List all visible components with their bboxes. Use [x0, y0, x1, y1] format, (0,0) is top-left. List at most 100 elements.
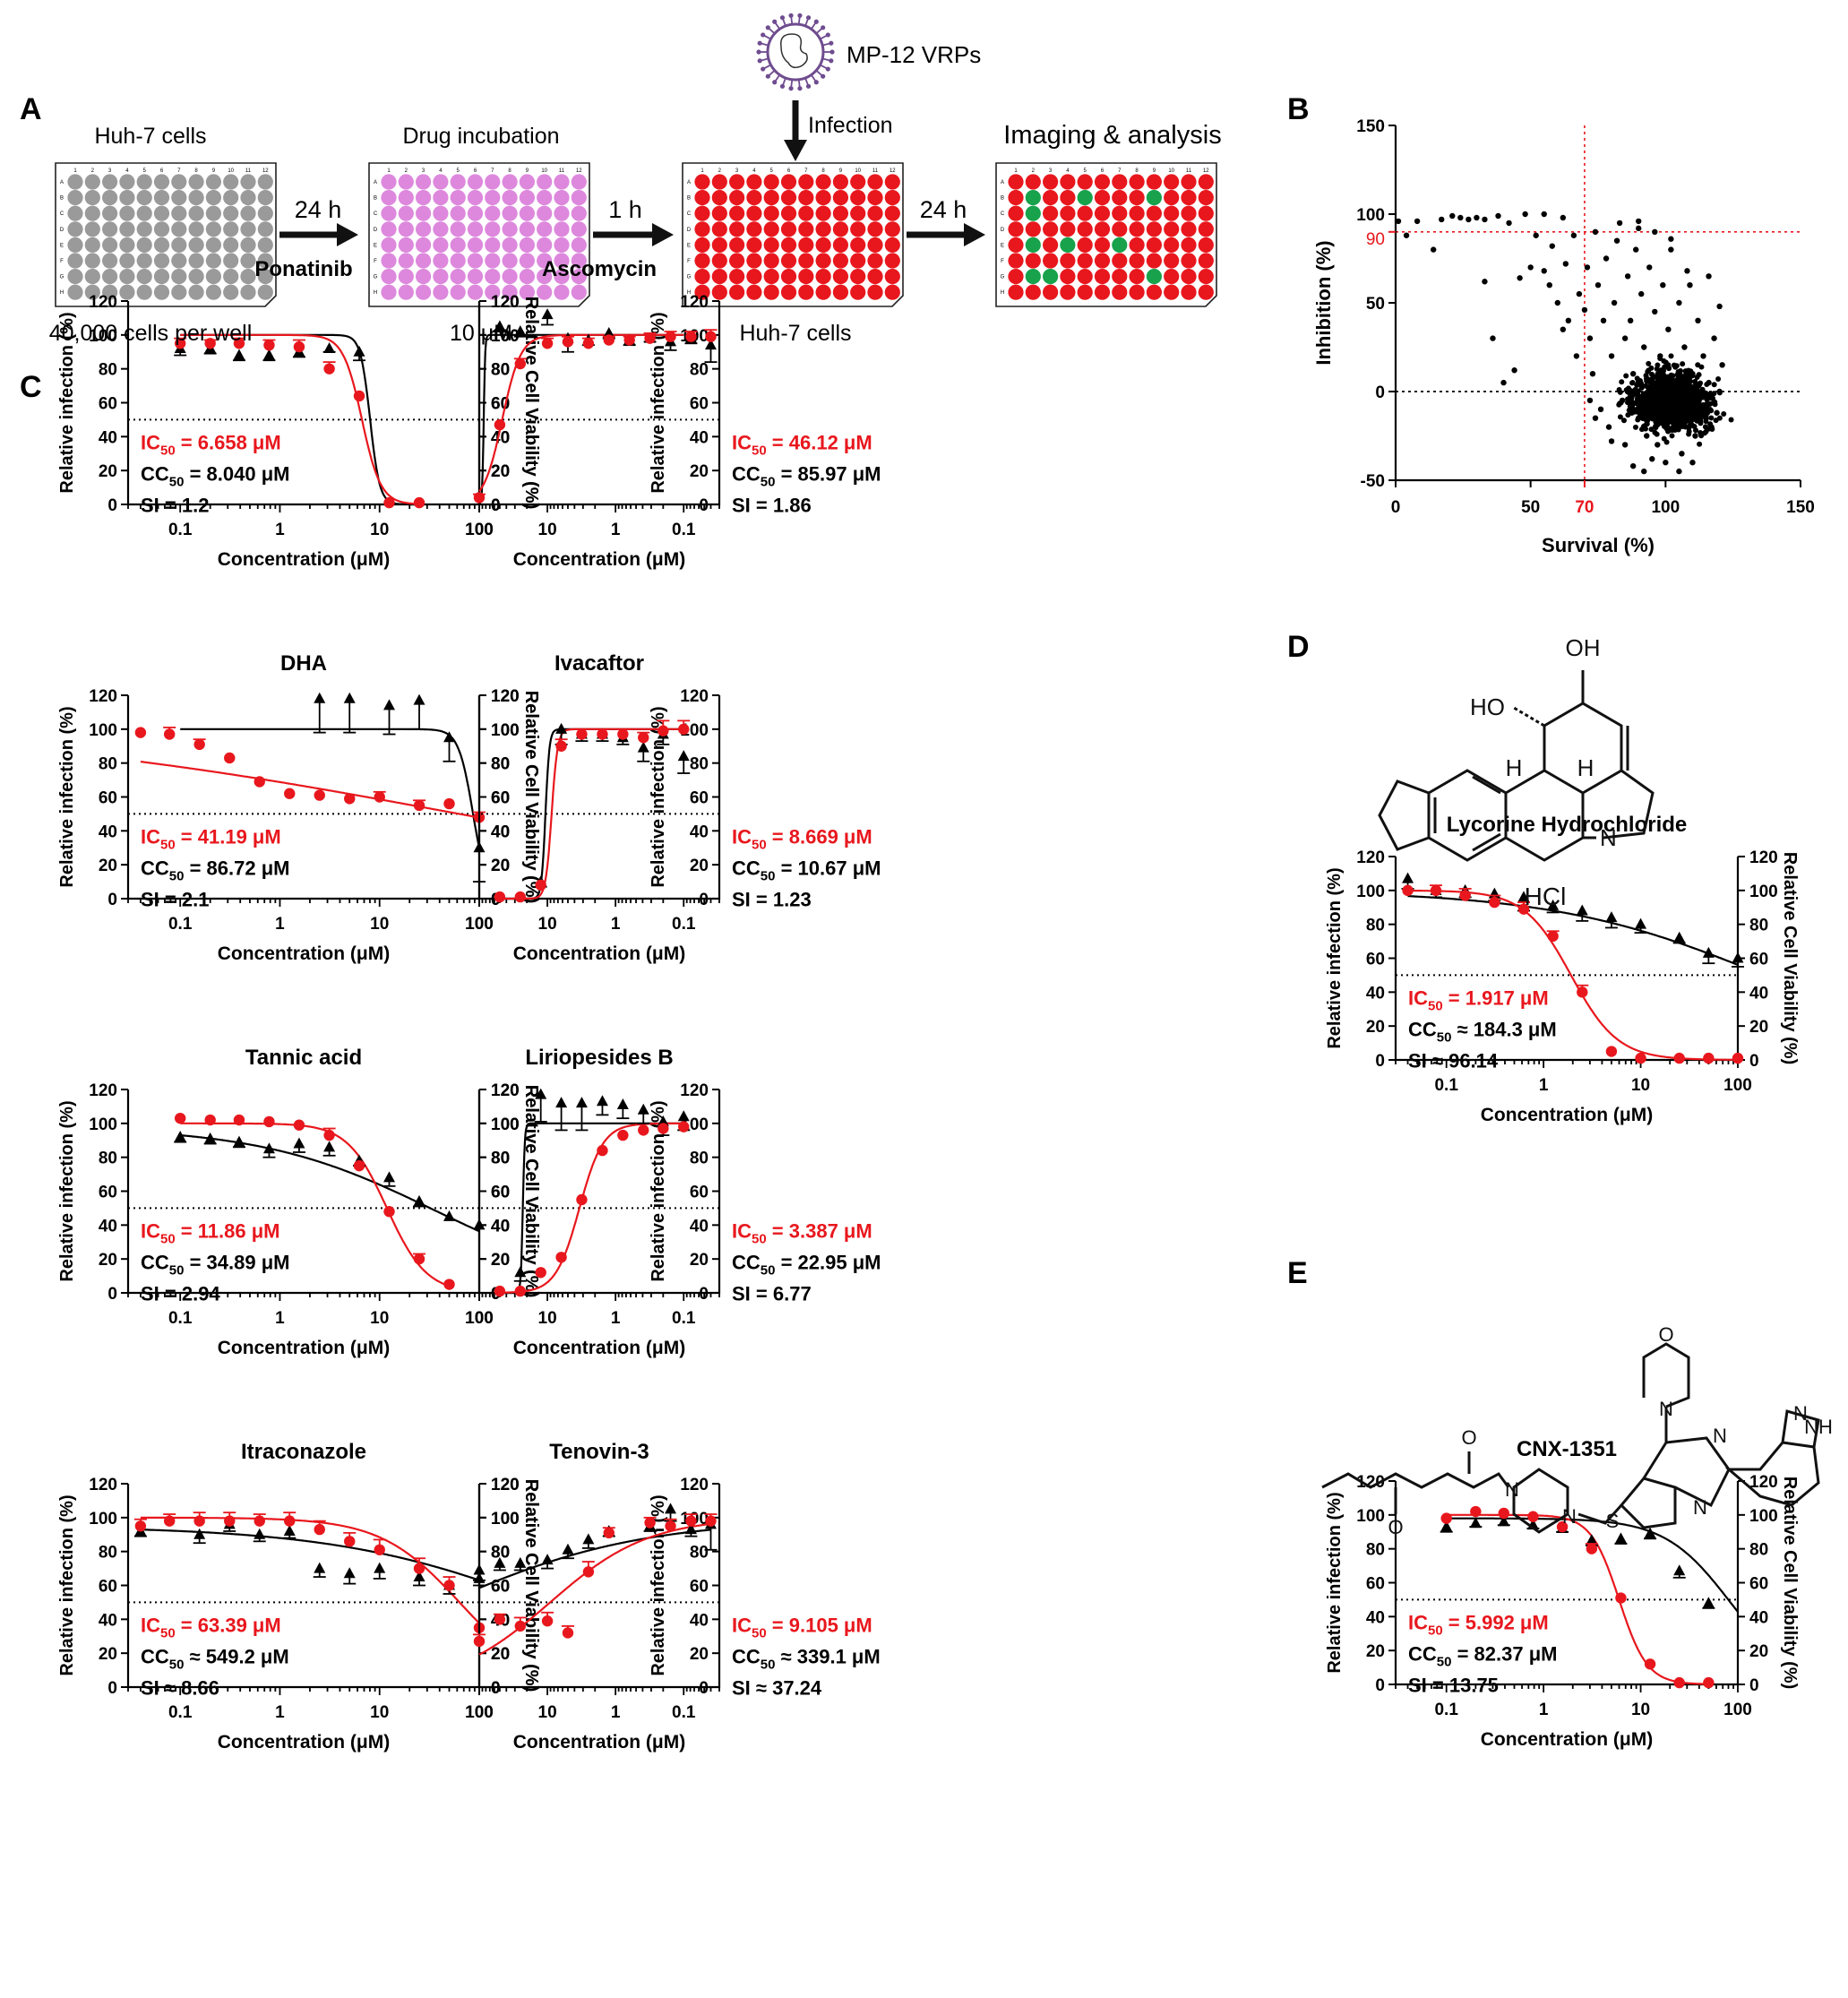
chart-tannic: Tannic acid00202040406060808010010012012…	[57, 1046, 541, 1358]
x-tick-label: 10	[370, 1703, 389, 1722]
infection-point	[535, 1267, 546, 1279]
panel-label-e: E	[1287, 1256, 1308, 1290]
cc50-label: CC50 = 86.72 μM	[141, 857, 290, 883]
cc50-label: CC50 = 34.89 μM	[141, 1251, 290, 1278]
scatter-point	[1655, 394, 1662, 400]
scatter-point	[1684, 410, 1690, 417]
scatter-point	[1635, 380, 1641, 386]
scatter-point	[1500, 379, 1507, 386]
plate-col-label: 4	[1066, 168, 1070, 174]
scatter-point	[1635, 406, 1641, 412]
right-y-tick-label: 60	[491, 789, 510, 808]
plate-well	[119, 269, 135, 285]
infection-point	[163, 728, 176, 740]
x-tick-label: 10	[370, 1309, 389, 1328]
si-label: SI ≈ 8.66	[141, 1676, 219, 1699]
plate-well	[746, 190, 762, 206]
infection-point	[535, 879, 546, 891]
x-axis-label: Concentration (μM)	[1481, 1729, 1654, 1750]
plate-well	[798, 269, 814, 285]
left-y-tick-label: 60	[99, 1578, 117, 1597]
scatter-point	[1655, 362, 1661, 368]
scatter-point	[1686, 431, 1692, 437]
plate-well	[571, 221, 587, 237]
left-y-axis-label: Relative infection (%)	[1325, 867, 1345, 1048]
plate-well	[571, 253, 587, 269]
infection-point	[665, 331, 676, 342]
viability-point	[514, 1266, 527, 1278]
scatter-point	[1623, 387, 1629, 393]
viability-point	[1440, 1520, 1453, 1532]
scatter-point	[1636, 415, 1642, 421]
step2-caption: 10 μM	[450, 321, 512, 346]
x-tick-label: 0.1	[672, 521, 696, 539]
viability-point	[1644, 1527, 1656, 1538]
plate-well	[798, 205, 814, 221]
infection-point	[1527, 1511, 1539, 1522]
plate-well	[763, 174, 779, 190]
infection-point	[685, 1515, 697, 1527]
infection-point	[1703, 1052, 1715, 1064]
chart-title: Itraconazole	[241, 1440, 366, 1464]
infection-point	[193, 1515, 205, 1527]
plate-well	[257, 237, 273, 253]
plate-well	[1043, 205, 1059, 221]
left-y-tick-label: 80	[99, 361, 117, 380]
left-y-tick-label: 40	[99, 428, 117, 447]
x-tick-label: 0.1	[672, 1309, 696, 1328]
plate-well	[798, 221, 814, 237]
infection-point	[374, 1544, 385, 1555]
plate-well	[381, 174, 397, 190]
plate-well	[1008, 174, 1024, 190]
infection-point	[562, 1627, 574, 1639]
right-y-tick-label: 0	[491, 496, 501, 515]
viability-point	[413, 1571, 425, 1582]
plate-well	[1008, 269, 1024, 285]
infection-point	[685, 331, 697, 342]
plate-well	[746, 174, 762, 190]
x-axis-label: Concentration (μM)	[218, 1338, 391, 1358]
plate-well	[257, 253, 273, 269]
right-y-tick-label: 40	[491, 822, 510, 841]
cc50-label: CC50 ≈ 339.1 μM	[732, 1645, 881, 1672]
plate-well	[1146, 174, 1162, 190]
left-y-tick-label: 40	[99, 1217, 117, 1236]
scatter-point	[1681, 344, 1688, 350]
infection-point	[224, 752, 236, 764]
scatter-point	[1697, 409, 1703, 415]
plate-well	[136, 221, 152, 237]
right-y-tick-label: 40	[491, 1217, 510, 1236]
plate-col-label: 12	[890, 168, 896, 174]
infection-point	[443, 797, 455, 810]
plate-well	[1094, 205, 1111, 221]
plate-well	[1181, 253, 1197, 269]
left-y-tick-label: 120	[89, 1081, 117, 1100]
left-y-tick-label: 100	[1356, 883, 1385, 901]
plate-well	[171, 269, 187, 285]
right-y-tick-label: 60	[1749, 951, 1768, 969]
right-y-tick-label: 100	[491, 1510, 520, 1529]
scatter-point	[1687, 375, 1693, 382]
infection-point	[323, 1129, 335, 1141]
scatter-point	[1621, 335, 1629, 341]
plate-well	[884, 284, 900, 300]
plate-well	[780, 269, 797, 285]
scatter-point	[1605, 424, 1612, 430]
plate-col-label: 6	[787, 168, 791, 174]
infection-point	[1703, 1676, 1715, 1689]
plate-well	[571, 205, 587, 221]
chart-ascomycin: Ascomycin0020204040606080801001001201200…	[465, 257, 881, 570]
viability-point	[582, 1533, 595, 1545]
plate-well	[1112, 284, 1128, 300]
infection-point	[705, 331, 717, 342]
plate-well	[554, 190, 570, 206]
left-y-tick-label: 40	[99, 822, 117, 841]
left-y-tick-label: 40	[690, 428, 709, 447]
virus-spike-tip	[788, 86, 794, 91]
scatter-point	[1675, 375, 1681, 382]
plate-well	[84, 253, 100, 269]
plate-col-label: 2	[91, 168, 95, 174]
viability-fit-curve	[180, 728, 481, 848]
